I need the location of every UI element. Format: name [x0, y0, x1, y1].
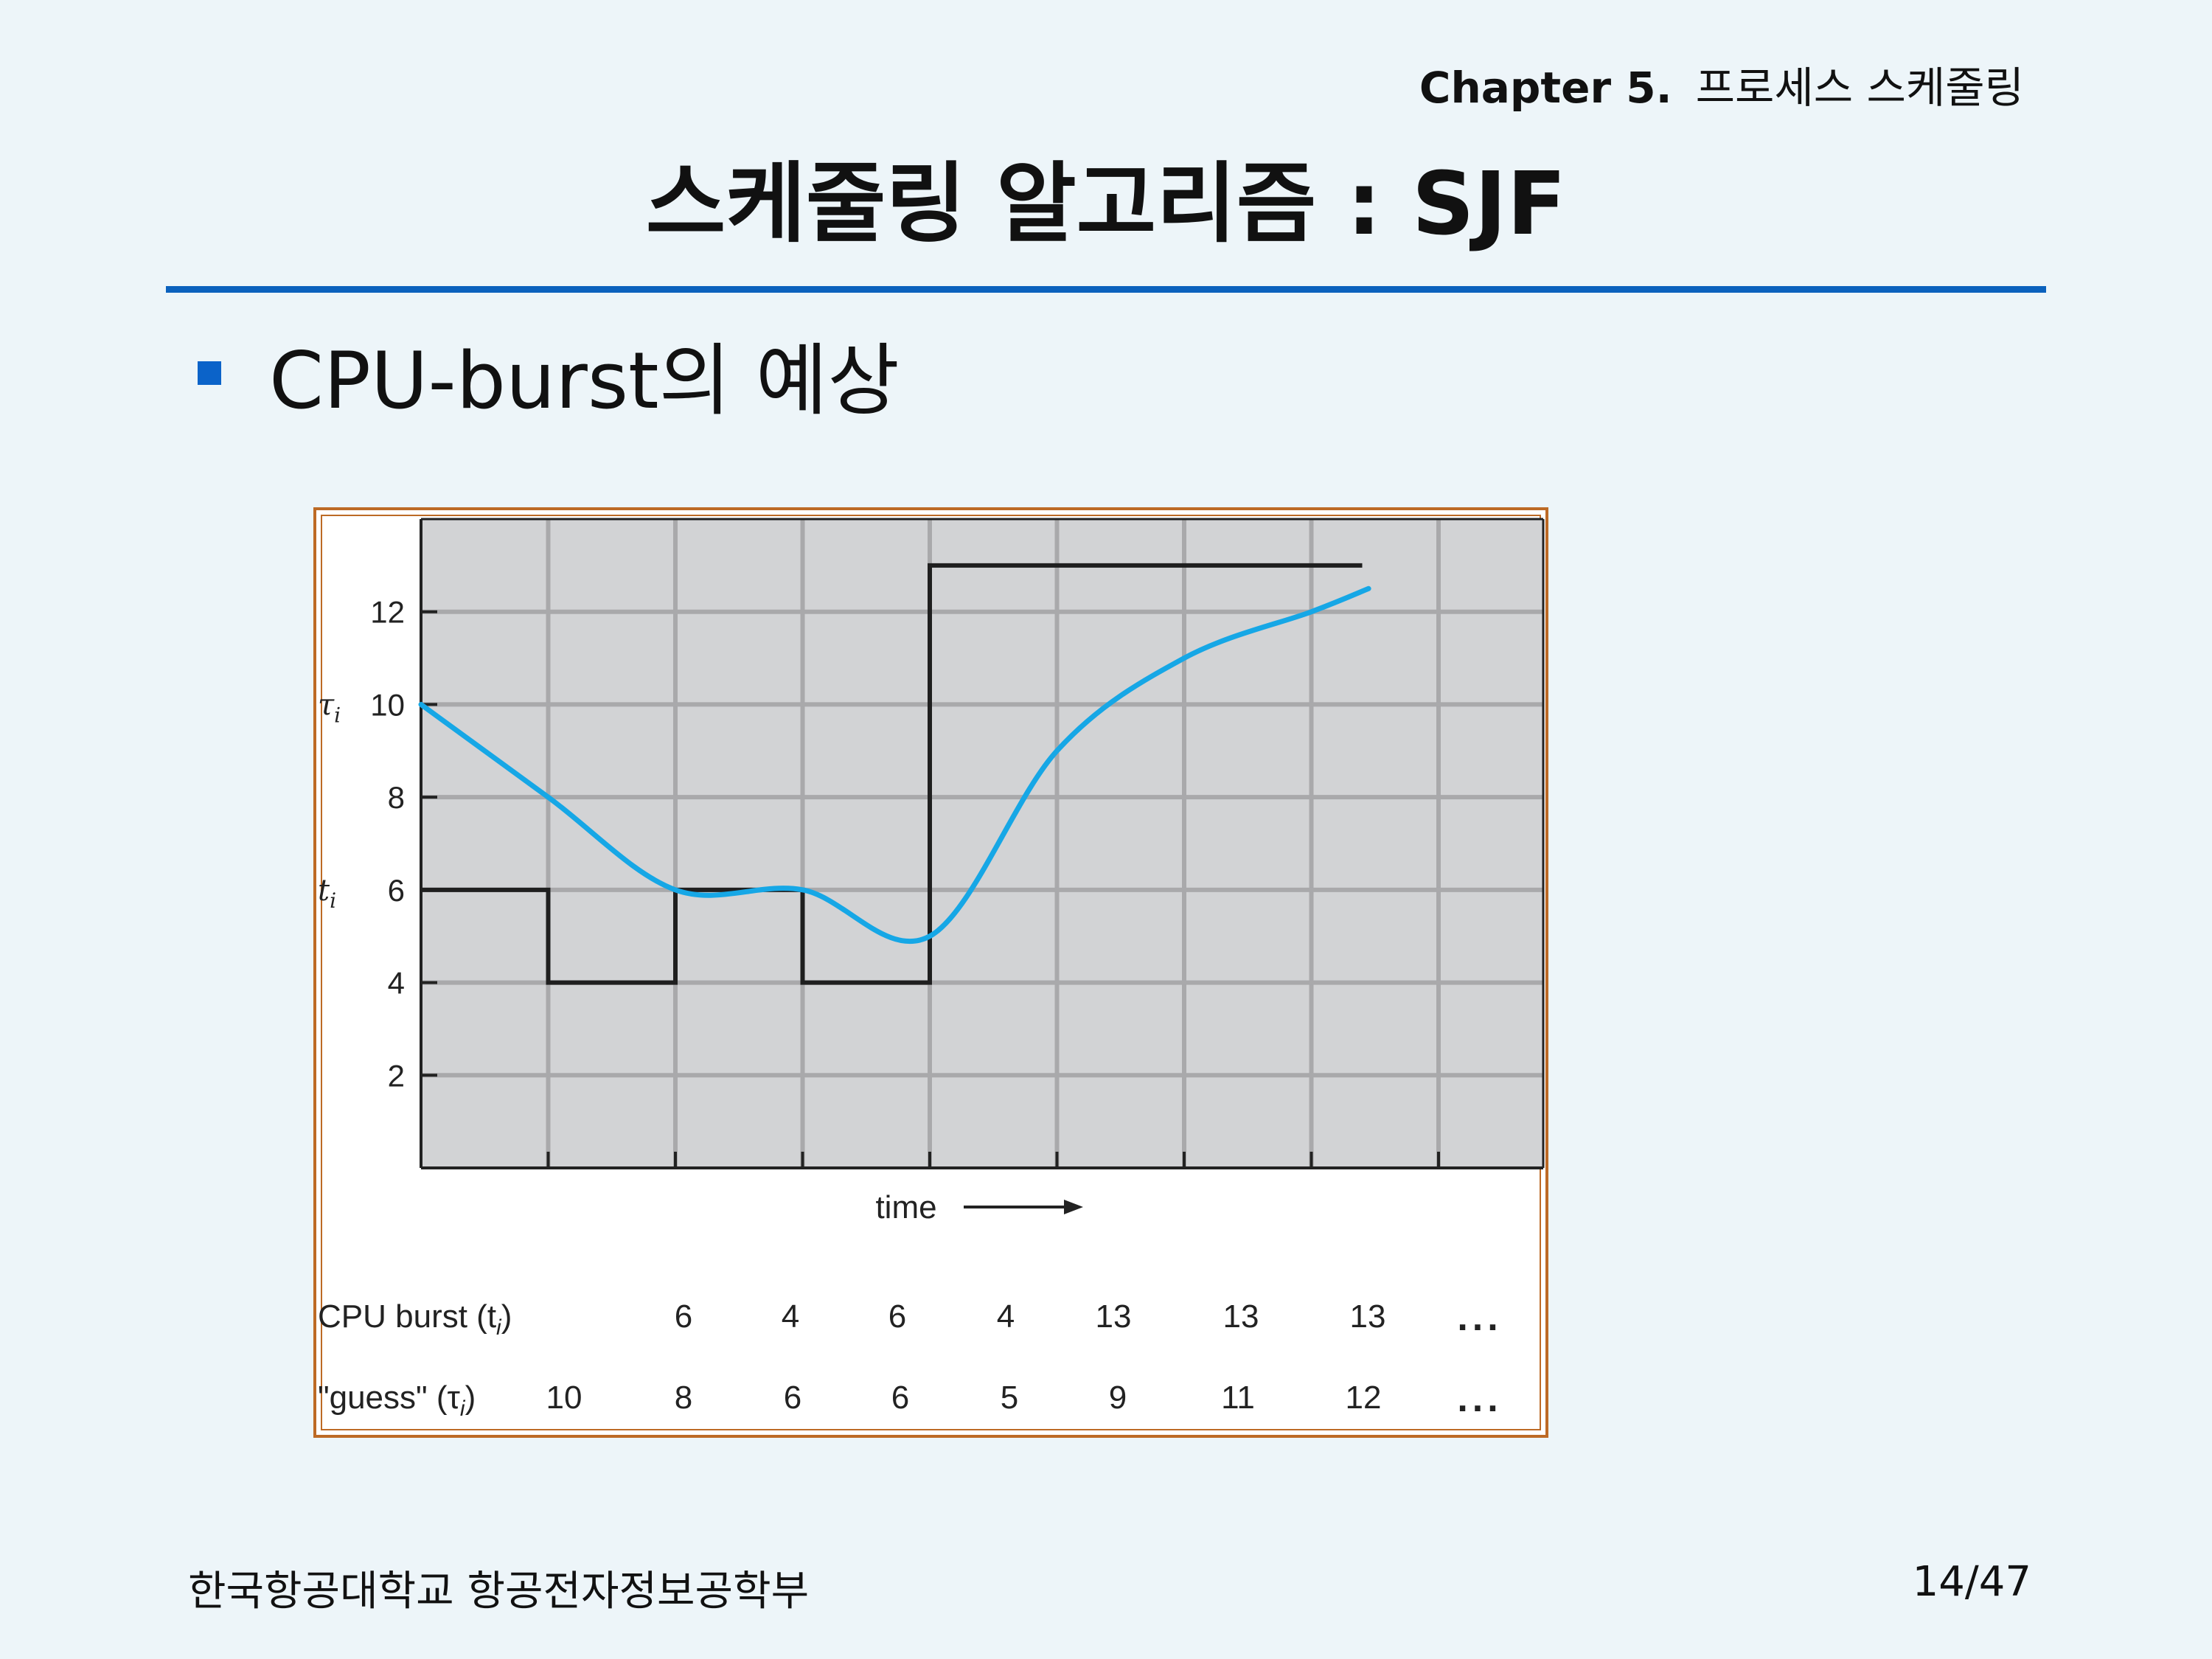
table-cell: 11 [1221, 1380, 1255, 1416]
plot-area [421, 519, 1543, 1168]
table-cell: 6 [891, 1380, 909, 1416]
page-number: 14/47 [1912, 1558, 2031, 1606]
tau-i-axis-label: τi [318, 688, 341, 727]
table-cell: 8 [675, 1380, 692, 1416]
table-cell: 12 [1346, 1380, 1382, 1416]
table-ellipsis: ... [1457, 1377, 1502, 1420]
table-cell: 4 [782, 1298, 799, 1335]
table-cell: 5 [1001, 1380, 1018, 1416]
y-tick-label: 4 [388, 966, 405, 1001]
slide-title: 스케줄링 알고리즘 : SJF [645, 153, 1567, 254]
table-cell: 13 [1350, 1298, 1386, 1335]
table-cell: 6 [888, 1298, 906, 1335]
chart-figure: 2 4 6 8 10 12 τi ti time CPU burst (ti) 6 4 6 4 13 13 13… [313, 507, 1548, 1438]
title-divider [166, 286, 2046, 293]
time-arrow-head [1064, 1200, 1083, 1214]
y-tick-label: 12 [370, 595, 405, 630]
cpu-burst-chart: 2 4 6 8 10 12 τi ti time CPU burst (ti) 6 4 6 4 13 13 13… [318, 518, 1545, 1421]
cpu-burst-step-line [421, 563, 1363, 985]
table-row-label: CPU burst (ti) [318, 1298, 512, 1340]
y-tick-label: 10 [370, 687, 405, 722]
y-tick-label: 2 [388, 1058, 405, 1093]
y-tick-label: 8 [388, 780, 405, 815]
y-tick-label: 6 [388, 873, 405, 908]
bullet-text: CPU-burst의 예상 [269, 335, 900, 426]
table-cell: 9 [1109, 1380, 1127, 1416]
chapter-label: Chapter 5. [1419, 63, 1672, 113]
guess-curve [418, 585, 1371, 944]
table-cell: 4 [997, 1298, 1015, 1335]
table-cell: 10 [546, 1380, 582, 1416]
x-axis-label: time [875, 1189, 936, 1225]
table-cell: 13 [1223, 1298, 1259, 1335]
table-ellipsis: ... [1457, 1296, 1502, 1339]
chapter-header: Chapter 5. 프로세스 스케줄링 [1419, 53, 2024, 115]
chapter-title: 프로세스 스케줄링 [1695, 63, 2024, 113]
footer-institution: 한국항공대학교 항공전자정보공학부 [188, 1568, 810, 1615]
t-i-axis-label: ti [318, 874, 336, 913]
table-cell: 6 [675, 1298, 692, 1335]
table-row-label: "guess" (τi) [318, 1380, 476, 1421]
table-cell: 13 [1096, 1298, 1132, 1335]
table-cell: 6 [784, 1380, 801, 1416]
bullet-square-icon [198, 361, 221, 385]
